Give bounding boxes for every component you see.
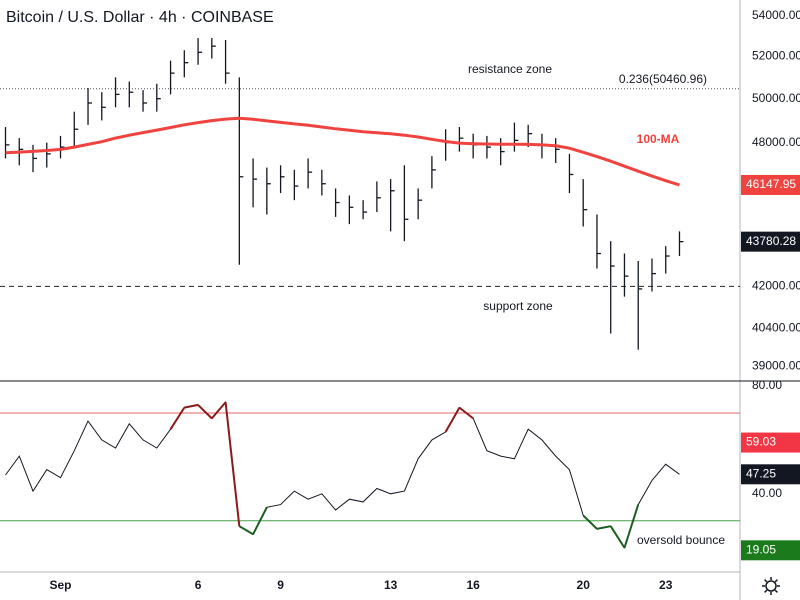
settings-icon[interactable] [762, 577, 780, 595]
y-tick-label: 39000.00 [752, 358, 800, 372]
oscillator-extreme-segment [184, 403, 199, 409]
chart-title: Bitcoin / U.S. Dollar · 4h · COINBASE [6, 9, 274, 26]
oscillator-extreme-segment [238, 525, 254, 536]
oscillator-extreme-segment [596, 525, 611, 530]
oscillator-extreme-segment [197, 404, 213, 420]
x-tick-label: 16 [466, 578, 480, 592]
price-tag-label: 46147.95 [746, 177, 796, 191]
oscillator-extreme-segment [252, 506, 268, 535]
x-tick-label: 9 [277, 578, 284, 592]
price-tag-label: 19.05 [746, 542, 776, 556]
price-tag [741, 464, 800, 485]
oscillator-extreme-segment [211, 401, 227, 420]
price-tag-label: 43780.28 [746, 234, 796, 248]
y-tick-label: 80.00 [752, 378, 782, 392]
oscillator-extreme-segment [444, 407, 461, 433]
y-tick-label: 54000.00 [752, 8, 800, 22]
price-tag [741, 231, 800, 252]
y-tick-label: 40.00 [752, 486, 782, 500]
ma-label: 100-MA [637, 132, 680, 146]
annotation: oversold bounce [637, 533, 725, 547]
price-tag [741, 174, 800, 195]
y-tick-label: 52000.00 [752, 49, 800, 63]
price-tag [741, 540, 800, 561]
oscillator-extreme-segment [169, 407, 186, 430]
y-tick-label: 50000.00 [752, 91, 800, 105]
x-tick-label: Sep [50, 578, 72, 592]
horizontal-line-label: 0.236(50460.96) [619, 72, 707, 86]
annotation: support zone [483, 299, 553, 313]
moving-average [5, 116, 680, 187]
x-tick-label: 6 [195, 578, 202, 592]
price-tag-label: 59.03 [746, 435, 776, 449]
oscillator-extreme-segment [458, 406, 474, 420]
price-tag-label: 47.25 [746, 466, 776, 480]
oscillator-extreme-segment [582, 514, 598, 530]
annotation: resistance zone [468, 62, 552, 76]
x-tick-label: 23 [659, 578, 673, 592]
y-tick-label: 42000.00 [752, 279, 800, 293]
x-tick-label: 20 [577, 578, 591, 592]
oscillator-extreme-segment [609, 525, 626, 549]
oscillator-extreme-segment [623, 504, 640, 549]
price-tag [741, 432, 800, 453]
oscillator-line [5, 400, 680, 549]
y-tick-label: 40400.00 [752, 320, 800, 334]
y-tick-label: 48000.00 [752, 135, 800, 149]
oscillator-extreme-segment [224, 402, 241, 527]
x-tick-label: 13 [384, 578, 398, 592]
